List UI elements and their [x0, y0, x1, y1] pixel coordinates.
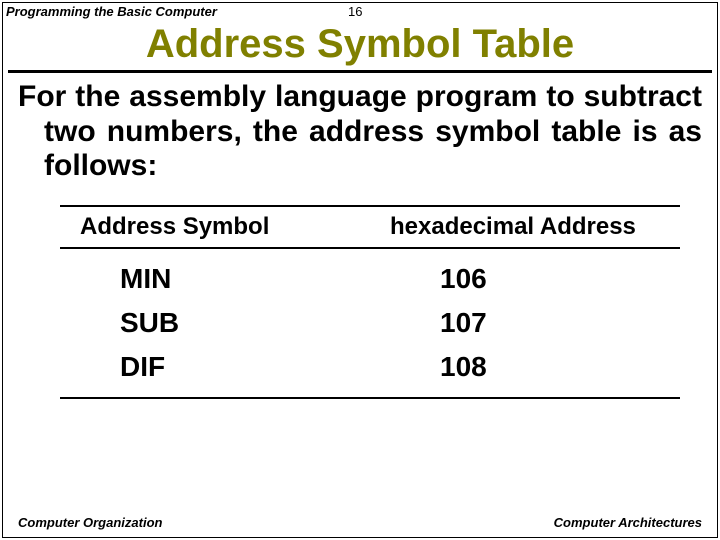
page-number: 16: [348, 4, 362, 19]
table-row: DIF 108: [60, 347, 680, 391]
table-bottom-rule: [60, 397, 680, 399]
table-mid-rule: [60, 247, 680, 249]
cell-symbol: SUB: [60, 307, 380, 339]
cell-symbol: MIN: [60, 263, 380, 295]
column-header-symbol: Address Symbol: [60, 213, 380, 241]
cell-address: 107: [380, 307, 680, 339]
cell-address: 108: [380, 351, 680, 383]
column-header-address: hexadecimal Address: [380, 213, 680, 241]
table-row: MIN 106: [60, 259, 680, 303]
cell-address: 106: [380, 263, 680, 295]
table-top-rule: [60, 205, 680, 207]
slide-title: Address Symbol Table: [0, 22, 720, 67]
table-row: SUB 107: [60, 303, 680, 347]
header-topic: Programming the Basic Computer: [6, 4, 217, 19]
footer-right: Computer Architectures: [554, 515, 702, 530]
slide-description: For the assembly language program to sub…: [18, 80, 702, 184]
title-underline: [8, 70, 712, 73]
symbol-table: Address Symbol hexadecimal Address MIN 1…: [60, 205, 680, 399]
cell-symbol: DIF: [60, 351, 380, 383]
table-header-row: Address Symbol hexadecimal Address: [60, 213, 680, 247]
footer-left: Computer Organization: [18, 515, 162, 530]
